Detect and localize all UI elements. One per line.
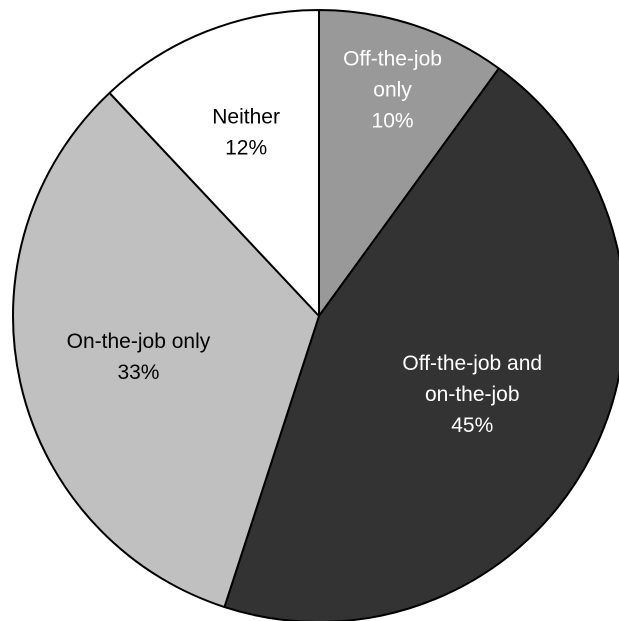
- pie-slice-on-the-job-only: [12, 91, 320, 609]
- pie-label-off-the-job-and-on-the-job: Off-the-job and on-the-job 45%: [402, 352, 542, 437]
- pie-label-neither: Neither 12%: [212, 105, 280, 159]
- pie-category-label: Off-the-job and: [402, 352, 542, 375]
- pie-labels: Off-the-job only 10% Off-the-job and on-the-…: [67, 48, 542, 437]
- pie-slices: [12, 9, 619, 621]
- pie-slice-off-the-job-only: [318, 9, 500, 317]
- pie-slice-neither: [108, 9, 320, 317]
- pie-value-label: 12%: [225, 136, 267, 159]
- pie-value-label: 10%: [372, 110, 414, 133]
- pie-value-label: 33%: [117, 361, 159, 384]
- pie-category-label: on-the-job: [425, 383, 520, 406]
- pie-category-label: Off-the-job: [343, 48, 442, 71]
- pie-category-label: only: [373, 79, 412, 102]
- pie-value-label: 45%: [451, 414, 493, 437]
- pie-category-label: Neither: [212, 105, 280, 128]
- pie-label-off-the-job-only: Off-the-job only 10%: [343, 48, 442, 133]
- pie-label-on-the-job-only: On-the-job only 33%: [67, 330, 211, 384]
- pie-category-label: On-the-job only: [67, 330, 211, 353]
